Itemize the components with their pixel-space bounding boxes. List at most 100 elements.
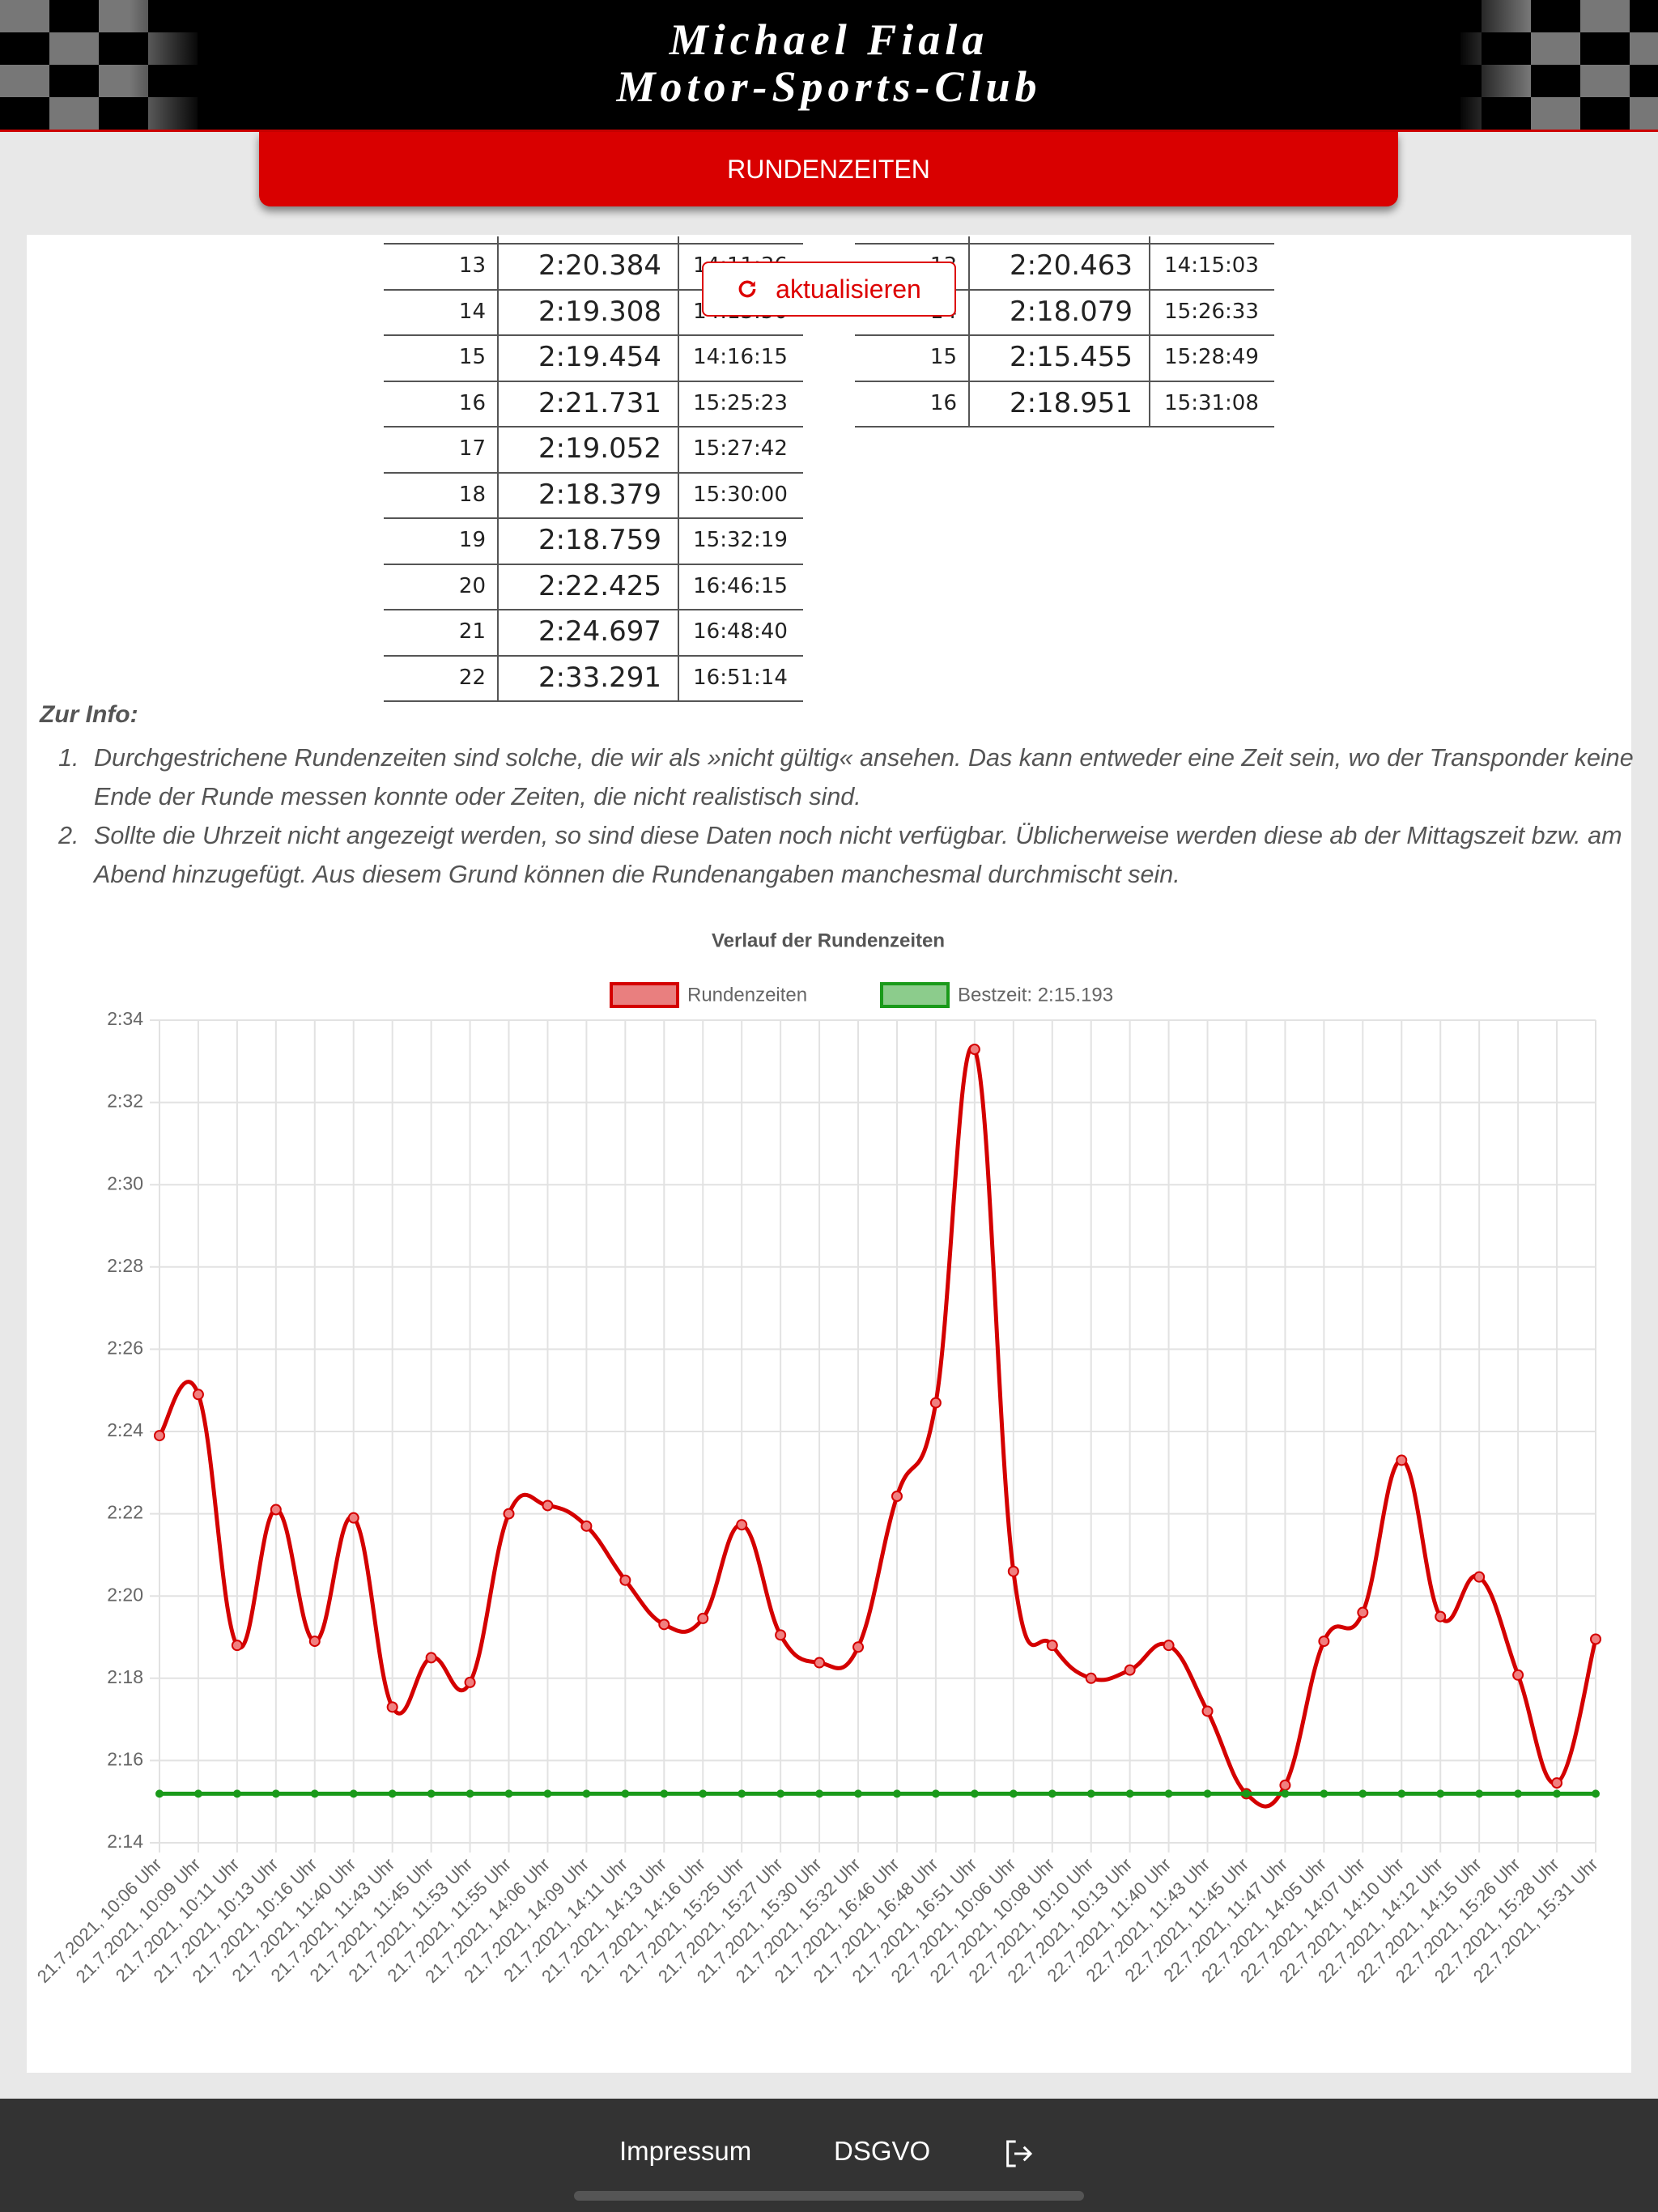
lap-number: 19 bbox=[458, 528, 486, 552]
lap-number: 16 bbox=[929, 390, 957, 415]
data-point bbox=[1473, 1571, 1486, 1583]
footer-link[interactable]: Impressum bbox=[619, 2136, 752, 2166]
tab[interactable]: RUNDENZEITEN bbox=[259, 132, 1398, 206]
data-point bbox=[658, 1619, 670, 1631]
refresh-label: aktualisieren bbox=[776, 274, 921, 304]
checker-decoration bbox=[0, 0, 1658, 130]
data-point bbox=[192, 1389, 204, 1401]
lap-clock: 15:30:00 bbox=[693, 482, 788, 507]
y-tick-label: 2:20 bbox=[107, 1584, 143, 1605]
data-point bbox=[1397, 1789, 1406, 1798]
lap-number: 21 bbox=[458, 619, 486, 644]
data-point bbox=[1124, 1664, 1136, 1676]
legend-swatch bbox=[610, 982, 679, 1008]
lap-time: 2:20.463 bbox=[1009, 249, 1133, 282]
row-line bbox=[384, 563, 803, 565]
col-line bbox=[678, 236, 679, 700]
lap-clock: 15:27:42 bbox=[693, 436, 788, 461]
row-line bbox=[855, 243, 1274, 245]
lap-clock: 15:25:23 bbox=[693, 390, 788, 415]
footer-link[interactable]: DSGVO bbox=[834, 2136, 931, 2166]
data-point bbox=[155, 1789, 164, 1798]
lap-number: 16 bbox=[458, 390, 486, 415]
data-point bbox=[814, 1657, 826, 1669]
logout-icon[interactable] bbox=[1002, 2138, 1035, 2170]
data-point bbox=[892, 1789, 901, 1798]
y-tick-label: 2:16 bbox=[107, 1748, 143, 1769]
data-point bbox=[736, 1519, 748, 1531]
data-point bbox=[582, 1789, 591, 1798]
data-point bbox=[970, 1789, 979, 1798]
data-point bbox=[580, 1520, 593, 1532]
row-line bbox=[384, 700, 803, 702]
data-point bbox=[1475, 1789, 1484, 1798]
data-point bbox=[1242, 1789, 1251, 1798]
refresh-button[interactable]: aktualisieren bbox=[702, 262, 956, 317]
data-point bbox=[427, 1789, 436, 1798]
lap-time: 2:24.697 bbox=[538, 615, 661, 648]
data-point bbox=[1279, 1779, 1291, 1791]
lap-clock: 16:46:15 bbox=[693, 573, 788, 598]
data-point bbox=[1592, 1789, 1600, 1798]
chart-title: Verlauf der Rundenzeiten bbox=[712, 929, 945, 951]
row-line bbox=[855, 426, 1274, 428]
lap-time: 2:18.379 bbox=[538, 478, 661, 511]
lap-clock: 15:28:49 bbox=[1164, 345, 1259, 369]
data-point bbox=[1436, 1789, 1445, 1798]
lap-time: 2:15.455 bbox=[1009, 341, 1133, 373]
brand-line-2: Motor-Sports-Club bbox=[616, 62, 1042, 111]
legend-label: Rundenzeiten bbox=[687, 984, 807, 1006]
lap-clock: 14:15:03 bbox=[1164, 253, 1259, 278]
data-point bbox=[776, 1789, 785, 1798]
data-point bbox=[231, 1640, 243, 1652]
y-tick-label: 2:30 bbox=[107, 1172, 143, 1193]
data-point bbox=[310, 1789, 319, 1798]
data-point bbox=[1048, 1789, 1056, 1798]
lap-number: 14 bbox=[458, 299, 486, 324]
data-point bbox=[815, 1789, 824, 1798]
data-point bbox=[968, 1044, 980, 1056]
row-line bbox=[384, 380, 803, 382]
data-point bbox=[232, 1789, 241, 1798]
legend-swatch bbox=[880, 982, 950, 1008]
row-line bbox=[384, 609, 803, 610]
col-line bbox=[497, 236, 499, 700]
lap-number: 22 bbox=[458, 665, 486, 690]
lap-clock: 15:32:19 bbox=[693, 528, 788, 552]
series-line bbox=[157, 1044, 1598, 1809]
data-point bbox=[1163, 1640, 1175, 1652]
lap-time: 2:22.425 bbox=[538, 569, 661, 602]
data-point bbox=[1164, 1789, 1173, 1798]
data-point bbox=[271, 1789, 280, 1798]
row-line bbox=[384, 654, 803, 657]
data-point bbox=[1396, 1454, 1408, 1466]
lap-clock: 16:48:40 bbox=[693, 619, 788, 644]
chart: Verlauf der Rundenzeiten 2:14 2:16 2:18 2:2… bbox=[33, 929, 1602, 1986]
data-point bbox=[1435, 1610, 1447, 1623]
lap-number: 20 bbox=[458, 573, 486, 598]
row-line bbox=[855, 288, 1274, 291]
data-point bbox=[1009, 1789, 1018, 1798]
lap-number: 18 bbox=[458, 482, 486, 507]
info-heading: Zur Info: bbox=[40, 701, 138, 728]
y-tick-label: 2:14 bbox=[107, 1831, 143, 1852]
data-point bbox=[1201, 1705, 1214, 1717]
content-panel bbox=[27, 235, 1631, 2073]
y-tick-label: 2:18 bbox=[107, 1666, 143, 1687]
y-tick-label: 2:26 bbox=[107, 1337, 143, 1358]
lap-clock: 16:51:14 bbox=[693, 665, 788, 690]
lap-number: 15 bbox=[458, 345, 486, 369]
data-point bbox=[1203, 1789, 1212, 1798]
data-point bbox=[1085, 1672, 1097, 1684]
row-line bbox=[384, 426, 803, 428]
data-point bbox=[1512, 1669, 1524, 1681]
row-line bbox=[384, 471, 803, 474]
data-point bbox=[349, 1789, 358, 1798]
data-point bbox=[464, 1676, 476, 1688]
data-point bbox=[1553, 1789, 1562, 1798]
info-list: Durchgestrichene Rundenzeiten sind solch… bbox=[47, 738, 1648, 894]
data-point bbox=[660, 1789, 669, 1798]
refresh-icon bbox=[738, 280, 756, 298]
data-point bbox=[1086, 1789, 1095, 1798]
col-line bbox=[968, 236, 970, 426]
